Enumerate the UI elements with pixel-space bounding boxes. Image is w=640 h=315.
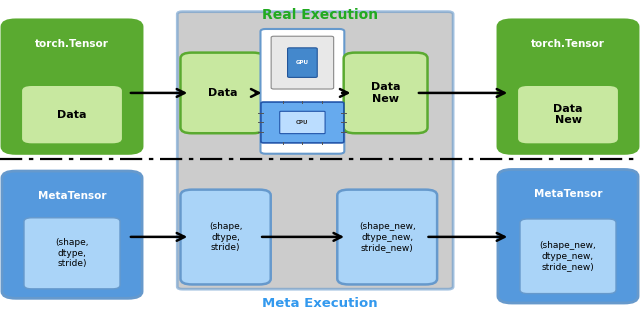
FancyBboxPatch shape xyxy=(2,171,142,298)
FancyBboxPatch shape xyxy=(498,20,638,153)
FancyBboxPatch shape xyxy=(180,190,271,284)
Text: Data: Data xyxy=(57,110,87,120)
FancyBboxPatch shape xyxy=(22,86,122,143)
Text: MetaTensor: MetaTensor xyxy=(534,189,602,199)
FancyBboxPatch shape xyxy=(287,48,317,77)
Text: Meta Execution: Meta Execution xyxy=(262,297,378,310)
Text: MetaTensor: MetaTensor xyxy=(38,191,106,201)
Text: (shape_new,
dtype_new,
stride_new): (shape_new, dtype_new, stride_new) xyxy=(359,222,415,252)
Text: Real Execution: Real Execution xyxy=(262,8,378,22)
FancyBboxPatch shape xyxy=(2,20,142,153)
FancyBboxPatch shape xyxy=(24,218,120,289)
FancyBboxPatch shape xyxy=(260,29,344,154)
Text: Data
New: Data New xyxy=(553,104,583,125)
FancyBboxPatch shape xyxy=(498,169,638,303)
Text: Data
New: Data New xyxy=(371,82,401,104)
Text: (shape,
dtype,
stride): (shape, dtype, stride) xyxy=(209,222,243,252)
Text: torch.Tensor: torch.Tensor xyxy=(35,39,109,49)
FancyBboxPatch shape xyxy=(261,102,344,143)
FancyBboxPatch shape xyxy=(180,53,264,133)
FancyBboxPatch shape xyxy=(337,190,437,284)
Text: (shape_new,
dtype_new,
stride_new): (shape_new, dtype_new, stride_new) xyxy=(540,241,596,271)
Text: Data: Data xyxy=(207,88,237,98)
Text: (shape,
dtype,
stride): (shape, dtype, stride) xyxy=(55,238,89,268)
FancyBboxPatch shape xyxy=(280,111,325,134)
FancyBboxPatch shape xyxy=(177,12,453,289)
FancyBboxPatch shape xyxy=(344,53,428,133)
FancyBboxPatch shape xyxy=(518,86,618,143)
FancyBboxPatch shape xyxy=(271,36,333,89)
FancyBboxPatch shape xyxy=(520,219,616,294)
Text: CPU: CPU xyxy=(296,120,308,125)
Text: torch.Tensor: torch.Tensor xyxy=(531,39,605,49)
Text: GPU: GPU xyxy=(296,60,309,65)
